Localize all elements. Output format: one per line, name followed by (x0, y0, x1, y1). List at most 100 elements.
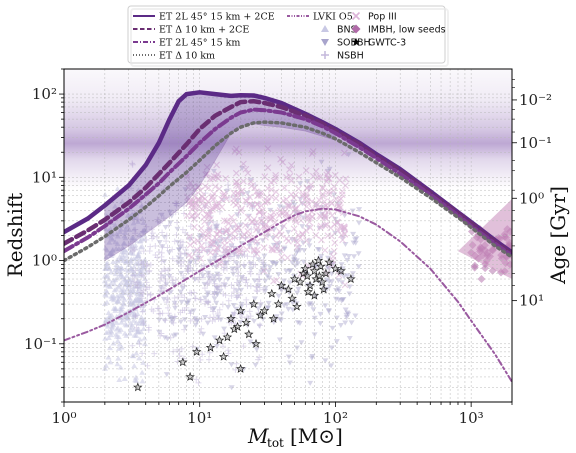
marker-nsbh (179, 226, 186, 233)
marker-nsbh (172, 209, 179, 216)
gwtc3-star (205, 342, 216, 352)
marker-nsbh (192, 260, 199, 267)
line-et-10-km (64, 120, 512, 263)
marker-nsbh (157, 288, 164, 295)
marker-sobbh (267, 265, 274, 271)
marker-nsbh (244, 253, 251, 260)
marker-bns (117, 226, 124, 232)
marker-sobbh (285, 306, 292, 312)
marker-pop-iii (292, 218, 300, 226)
gwtc3-star (185, 371, 195, 382)
marker-sobbh (316, 247, 323, 253)
marker-nsbh (195, 379, 202, 386)
marker-sobbh (167, 220, 174, 226)
marker-sobbh (351, 254, 358, 260)
marker-sobbh (345, 254, 352, 260)
marker-nsbh (225, 347, 232, 354)
marker-pop-iii (226, 236, 234, 244)
marker-bns (132, 297, 139, 303)
x-axis-label-main: M (247, 424, 269, 448)
marker-nsbh (180, 210, 187, 217)
marker-sobbh (174, 226, 181, 232)
marker-pop-iii (317, 213, 325, 220)
marker-bns (113, 333, 120, 339)
marker-nsbh (131, 275, 138, 282)
marker-nsbh (235, 291, 242, 298)
marker-sobbh (255, 257, 262, 263)
marker-sobbh (252, 362, 259, 368)
marker-nsbh (198, 325, 205, 332)
marker-sobbh (231, 252, 238, 258)
marker-sobbh (305, 302, 312, 308)
marker-sobbh (299, 224, 306, 230)
marker-nsbh (231, 289, 238, 296)
marker-pop-iii (238, 205, 246, 213)
marker-pop-iii (222, 228, 230, 235)
gwtc3-star (303, 286, 313, 297)
marker-nsbh (158, 330, 165, 337)
marker-bns (115, 295, 122, 301)
marker-nsbh (253, 287, 260, 294)
marker-sobbh (276, 337, 283, 343)
marker-sobbh (266, 275, 273, 281)
marker-pop-iii (185, 252, 193, 259)
marker-bns (117, 326, 124, 332)
marker-bns (102, 365, 109, 371)
marker-bns (126, 330, 133, 336)
high-redshift-band (64, 69, 512, 189)
legend-label: NSBH (337, 51, 364, 62)
marker-nsbh (216, 283, 223, 290)
marker-bns (110, 295, 117, 301)
marker-sobbh (238, 241, 245, 247)
marker-nsbh (197, 356, 204, 363)
marker-sobbh (342, 241, 349, 247)
marker-nsbh (139, 295, 146, 302)
marker-sobbh (176, 247, 183, 253)
gwtc3-star (300, 263, 311, 273)
gwtc3-star (276, 280, 287, 290)
marker-nsbh (134, 216, 141, 223)
marker-nsbh (231, 310, 238, 317)
y-tick-label: 10⁻¹ (24, 335, 57, 353)
marker-nsbh (163, 238, 170, 245)
marker-nsbh (145, 327, 152, 334)
marker-pop-iii (243, 246, 251, 253)
marker-sobbh (190, 308, 197, 314)
marker-sobbh (339, 297, 346, 303)
marker-bns (123, 332, 130, 338)
marker-bns (107, 332, 114, 338)
marker-sobbh (335, 297, 342, 303)
marker-nsbh (164, 244, 171, 251)
marker-bns (117, 229, 124, 235)
marker-nsbh (177, 250, 184, 257)
marker-nsbh (182, 247, 189, 254)
marker-nsbh (228, 282, 235, 289)
marker-nsbh (175, 294, 182, 301)
legend-label: LVKI O5 (313, 12, 353, 23)
gwtc3-star (309, 290, 320, 300)
marker-nsbh (168, 273, 175, 280)
marker-nsbh (147, 292, 154, 299)
marker-sobbh (228, 362, 235, 368)
marker-nsbh (206, 356, 213, 363)
marker-pop-iii (191, 223, 198, 231)
marker-sobbh (355, 251, 362, 257)
marker-bns (139, 369, 146, 375)
gwtc3-star (273, 299, 284, 309)
marker-sobbh (161, 274, 168, 280)
marker-pop-iii (221, 246, 229, 254)
marker-sobbh (311, 315, 318, 321)
marker-pop-iii (213, 244, 221, 252)
marker-nsbh (236, 262, 243, 269)
gwtc3-star (321, 268, 331, 278)
marker-pop-iii (330, 247, 338, 255)
marker-bns (114, 338, 121, 344)
marker-pop-iii (192, 209, 200, 217)
marker-sobbh (200, 331, 207, 337)
marker-nsbh (246, 259, 253, 266)
marker-sobbh (178, 256, 185, 262)
marker-sobbh (286, 280, 293, 286)
marker-sobbh (317, 321, 324, 327)
marker-pop-iii (241, 221, 249, 229)
gwtc3-star (268, 313, 279, 323)
